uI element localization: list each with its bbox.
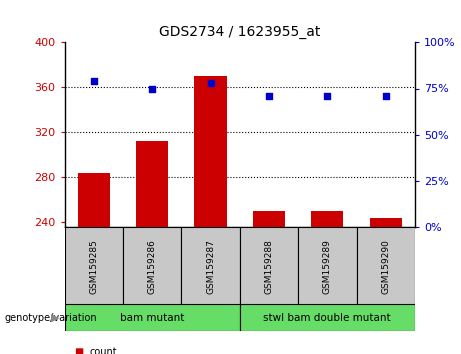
Text: ▶: ▶	[52, 313, 60, 323]
Bar	[65, 227, 123, 304]
Text: bam mutant: bam mutant	[120, 313, 184, 323]
Bar	[356, 227, 415, 304]
Title: GDS2734 / 1623955_at: GDS2734 / 1623955_at	[159, 25, 320, 39]
Text: ■: ■	[74, 347, 83, 354]
Text: GSM159285: GSM159285	[89, 240, 98, 295]
Bar	[65, 304, 240, 331]
Text: genotype/variation: genotype/variation	[5, 313, 97, 323]
Bar	[181, 227, 240, 304]
Bar	[370, 218, 402, 227]
Text: GSM159289: GSM159289	[323, 240, 332, 295]
Bar	[136, 141, 168, 227]
Text: GSM159288: GSM159288	[265, 240, 273, 295]
Text: stwl bam double mutant: stwl bam double mutant	[264, 313, 391, 323]
Point	[90, 78, 97, 84]
Text: count: count	[90, 347, 118, 354]
Point	[382, 93, 390, 99]
Bar	[240, 304, 415, 331]
Point	[207, 80, 214, 86]
Bar	[240, 227, 298, 304]
Bar	[123, 227, 181, 304]
Point	[148, 86, 156, 91]
Text: GSM159290: GSM159290	[381, 240, 390, 295]
Point	[324, 93, 331, 99]
Bar	[298, 227, 356, 304]
Text: GSM159286: GSM159286	[148, 240, 157, 295]
Bar	[253, 211, 285, 227]
Point	[265, 93, 272, 99]
Bar	[195, 76, 226, 227]
Bar	[311, 211, 343, 227]
Text: GSM159287: GSM159287	[206, 240, 215, 295]
Bar	[77, 173, 110, 227]
